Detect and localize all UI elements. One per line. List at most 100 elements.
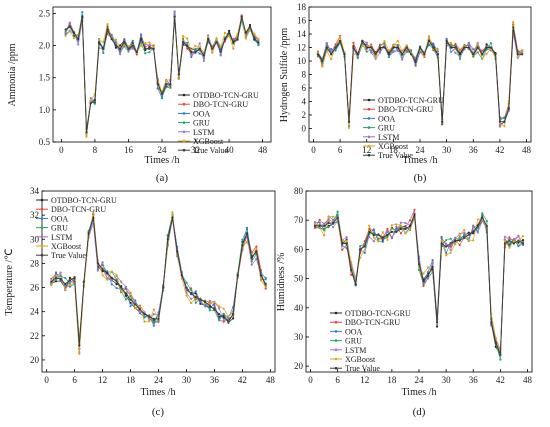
data-point <box>215 41 218 44</box>
data-point <box>361 39 364 42</box>
data-point <box>494 53 497 56</box>
y-tick-label: 12 <box>297 43 306 53</box>
data-point <box>450 50 453 53</box>
data-point <box>485 46 488 49</box>
legend-label: True Value <box>51 251 86 260</box>
data-point <box>190 297 193 300</box>
data-point <box>325 46 328 49</box>
x-axis-label: Times /h <box>145 155 180 166</box>
data-point <box>390 230 393 233</box>
data-point <box>334 43 337 46</box>
data-point <box>499 353 502 356</box>
data-point <box>481 216 484 219</box>
data-point <box>377 240 380 243</box>
data-point <box>413 213 416 216</box>
data-point <box>361 44 364 47</box>
data-point <box>245 241 249 244</box>
data-point <box>138 308 141 311</box>
data-point <box>152 320 155 323</box>
y-tick-label: 32 <box>30 210 39 220</box>
data-point <box>359 248 362 251</box>
data-point <box>476 218 479 221</box>
series-line-lstm <box>65 11 259 136</box>
legend-marker <box>40 226 44 229</box>
data-point <box>381 240 384 243</box>
data-point <box>106 28 109 31</box>
data-point <box>177 78 180 81</box>
data-point <box>194 301 197 304</box>
data-point <box>185 294 188 297</box>
data-point <box>454 237 457 240</box>
data-point <box>124 298 127 301</box>
data-point <box>414 59 417 63</box>
data-point <box>115 280 118 283</box>
data-point <box>381 231 384 234</box>
data-point <box>114 46 117 49</box>
data-point <box>255 250 258 253</box>
data-point <box>245 228 249 231</box>
data-point <box>148 47 151 50</box>
data-point <box>313 222 317 225</box>
data-point <box>341 244 344 247</box>
data-point <box>219 53 222 56</box>
legend-label: OOA <box>378 114 396 123</box>
data-point <box>503 116 506 119</box>
data-point <box>423 53 426 56</box>
data-point <box>387 53 390 56</box>
data-point <box>218 313 221 316</box>
x-tick-label: 0 <box>308 375 313 385</box>
data-point <box>102 47 105 50</box>
data-point <box>50 280 53 283</box>
data-point <box>321 65 324 68</box>
legend-label: LSTM <box>378 133 399 142</box>
legend-marker <box>334 366 338 370</box>
data-point <box>370 51 373 54</box>
data-point <box>64 31 67 34</box>
x-tick-label: 18 <box>126 375 136 385</box>
data-point <box>426 266 430 269</box>
data-point <box>392 44 395 47</box>
legend-marker <box>40 198 44 202</box>
data-point <box>232 313 235 316</box>
data-point <box>134 303 137 306</box>
data-point <box>120 289 123 292</box>
legend-marker <box>334 348 338 352</box>
data-point <box>199 302 202 305</box>
data-point <box>318 218 321 221</box>
data-point <box>356 55 359 59</box>
legend-label: LSTM <box>51 233 72 242</box>
legend-marker <box>182 112 186 115</box>
data-point <box>383 46 386 49</box>
data-point <box>399 232 402 235</box>
data-point <box>93 99 96 102</box>
data-point <box>98 41 101 44</box>
data-point <box>215 37 218 40</box>
data-point <box>232 41 235 44</box>
data-point <box>449 242 452 245</box>
data-point <box>381 236 384 239</box>
legend-label: LSTM <box>193 128 214 137</box>
data-point <box>232 47 235 50</box>
data-point <box>64 282 67 285</box>
data-point <box>119 47 122 50</box>
data-point <box>327 222 330 225</box>
y-tick-label: 0.5 <box>39 137 51 147</box>
data-point <box>508 242 511 245</box>
data-point <box>336 210 339 213</box>
data-point <box>372 233 375 236</box>
legend-label: LSTM <box>345 346 366 355</box>
y-tick-label: 1.5 <box>39 73 51 83</box>
data-point <box>472 230 475 233</box>
data-point <box>54 271 58 274</box>
data-point <box>186 41 189 44</box>
data-point <box>368 230 371 233</box>
legend: OTDBO-TCN-GRUDBO-TCN-GRUOOAGRULSTMXGBoos… <box>330 309 411 373</box>
data-point <box>390 236 393 239</box>
data-point <box>485 43 488 46</box>
data-point <box>211 51 214 54</box>
data-point <box>162 286 165 289</box>
data-point <box>410 53 413 56</box>
data-point <box>135 53 138 56</box>
data-point <box>404 221 407 225</box>
data-point <box>426 277 430 280</box>
